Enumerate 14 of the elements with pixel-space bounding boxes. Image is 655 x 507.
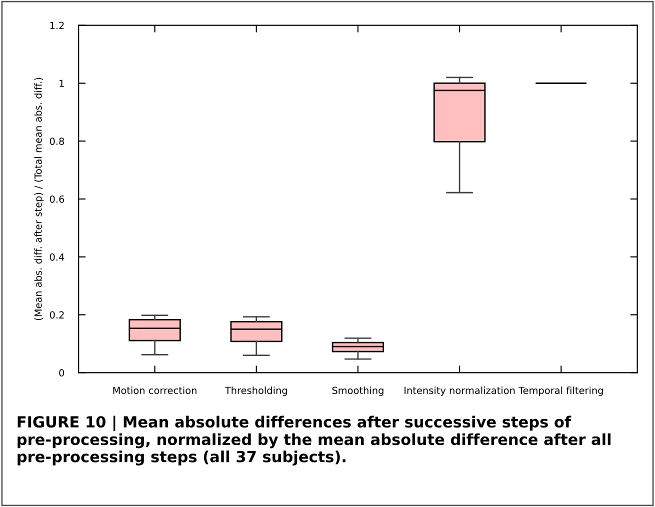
- y-tick-label: 0.6: [50, 195, 64, 203]
- x-tick-label: Motion correction: [113, 386, 196, 394]
- y-tick-label: 0.8: [50, 138, 64, 145]
- y-tick-label: 0.2: [50, 311, 64, 319]
- x-tick-label: Intensity normalization: [404, 386, 515, 396]
- y-axis-title: (Mean abs. diff. after step) / (Total mean abs. diff.): [34, 78, 44, 320]
- x-tick-label: Thresholding: [224, 386, 287, 396]
- y-tick-label: 0: [59, 369, 64, 376]
- y-tick-label: 0.4: [50, 253, 64, 261]
- x-tick-label: Temporal filtering: [518, 386, 603, 396]
- caption: FIGURE 10 | Mean absolute differences after successive steps of pre-processing, normalized by the mean absolute difference after all pre-processing steps (all 37 subjects).: [18, 416, 611, 466]
- x-tick-label: Smoothing: [332, 386, 384, 396]
- y-tick-label: 1: [60, 80, 64, 87]
- y-tick-label: 1.2: [50, 22, 64, 30]
